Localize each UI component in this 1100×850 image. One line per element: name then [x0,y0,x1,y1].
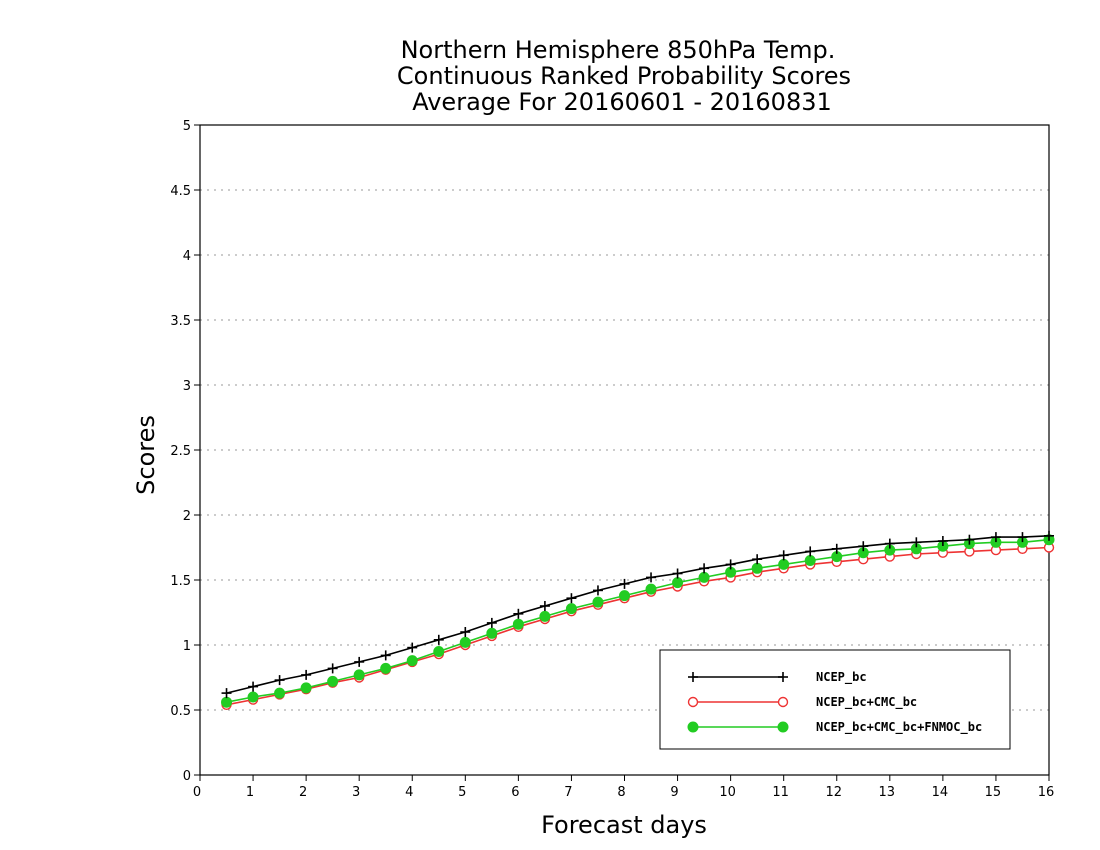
x-tick-label: 11 [772,785,789,800]
axes: 00.511.522.533.544.550 1 2 3 4 5 6 7 8 9 10 11 12 13 1… [170,119,1054,800]
data-point-marker [380,662,392,674]
x-tick-label: 3 [352,785,360,800]
x-axis-label: Forecast days [541,811,707,839]
data-point-marker [221,696,233,708]
y-tick-label: 3 [183,379,191,394]
legend-box [659,649,1011,750]
x-tick-label: 6 [511,785,519,800]
y-tick-label: 0.5 [170,704,191,719]
data-point-marker [619,590,630,602]
data-point-marker [592,596,604,608]
data-point-marker [778,558,790,570]
x-tick-label: 4 [405,785,413,800]
data-point-marker [406,655,418,667]
x-tick-label: 10 [719,785,736,800]
y-tick-label: 1 [183,639,191,654]
data-point-marker [433,646,445,657]
title-line-2: Continuous Ranked Probability Scores [397,62,851,90]
data-point-marker [353,669,365,681]
y-tick-label: 1.5 [170,574,191,589]
y-tick-label: 3.5 [170,314,191,329]
data-point-marker [247,691,259,703]
x-tick-label: 5 [458,785,466,800]
data-point-marker [486,627,498,639]
data-point-marker [274,687,286,699]
data-point-marker [698,571,710,583]
y-tick-label: 4 [183,249,191,264]
data-point-marker [672,577,684,589]
data-point-marker [539,610,551,622]
x-tick-label: 16 [1038,785,1055,800]
legend: NCEP_bc NCEP_bc+CMC_bc NCEP_bc+CMC_bc+FNMO… [659,649,1011,750]
x-tick-label: 2 [299,785,307,800]
series-layer [221,530,1055,710]
data-point-marker [327,675,339,687]
legend-marker [687,696,699,708]
data-point-marker [804,555,816,566]
x-tick-label: 8 [617,785,625,800]
legend-label: NCEP_bc [816,670,867,685]
x-tick-label: 15 [985,785,1002,800]
legend-label: NCEP_bc+CMC_bc [816,695,917,710]
legend-marker [777,696,789,708]
data-point-marker [512,618,524,630]
legend-label: NCEP_bc+CMC_bc+FNMOC_bc [816,720,982,735]
y-tick-label: 4.5 [170,184,191,199]
x-tick-label: 1 [246,785,254,800]
y-tick-label: 2.5 [170,444,191,459]
data-point-marker [300,682,312,694]
legend-marker [687,721,699,733]
series-2 [221,534,1055,708]
y-tick-label: 5 [183,119,191,134]
data-point-marker [645,583,657,595]
data-point-marker [459,636,471,648]
x-tick-label: 7 [564,785,572,800]
chart-title: Northern Hemisphere 850hPa Temp. Continu… [397,36,851,116]
x-tick-label: 12 [825,785,842,800]
x-tick-label: 9 [670,785,678,800]
legend-marker [777,721,789,733]
y-axis-label: Scores [132,415,160,495]
grid-lines [200,189,1049,711]
title-line-3: Average For 20160601 - 20160831 [412,88,832,116]
x-tick-label: 13 [879,785,896,800]
x-tick-label: 0 [193,785,201,800]
title-line-1: Northern Hemisphere 850hPa Temp. [401,36,836,64]
series-0 [221,530,1054,699]
y-tick-label: 2 [183,509,191,524]
data-point-marker [565,603,577,615]
data-point-marker [751,562,763,574]
y-tick-label: 0 [183,769,191,784]
x-tick-label: 14 [932,785,949,800]
